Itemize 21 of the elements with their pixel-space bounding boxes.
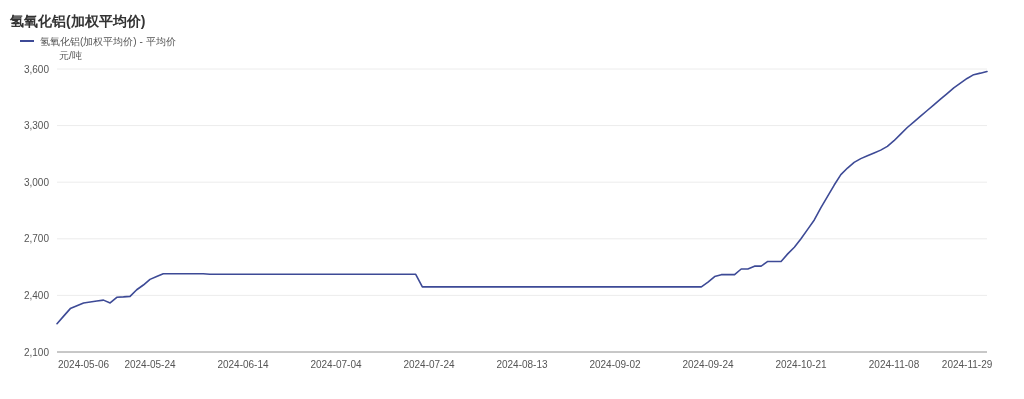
y-tick-label: 3,600 [23,63,50,75]
x-tick-label: 2024-10-21 [775,359,828,370]
x-tick-label: 2024-06-14 [217,359,270,370]
y-tick-label: 3,300 [23,120,50,132]
x-tick-label: 2024-05-06 [57,359,110,370]
y-tick-label: 3,000 [23,176,50,188]
x-tick-label: 2024-08-13 [496,359,549,370]
y-tick-label: 2,100 [23,346,50,358]
x-tick-label: 2024-07-04 [310,359,363,370]
x-tick-label: 2024-11-08 [868,359,920,370]
x-tick-label: 2024-09-02 [589,359,642,370]
chart-title: 氢氧化铝(加权平均价) [9,13,146,29]
y-tick-label: 2,400 [23,289,50,301]
x-tick-label: 2024-07-24 [403,359,456,370]
legend-label: 氢氧化铝(加权平均价) - 平均价 [40,35,176,47]
x-tick-label: 2024-09-24 [682,359,735,370]
y-tick-label: 2,700 [23,233,50,245]
x-tick-label: 2024-05-24 [124,359,177,370]
line-series [56,70,988,325]
y-axis-title: 元/吨 [59,50,82,61]
x-tick-label: 2024-11-29 [941,359,993,370]
